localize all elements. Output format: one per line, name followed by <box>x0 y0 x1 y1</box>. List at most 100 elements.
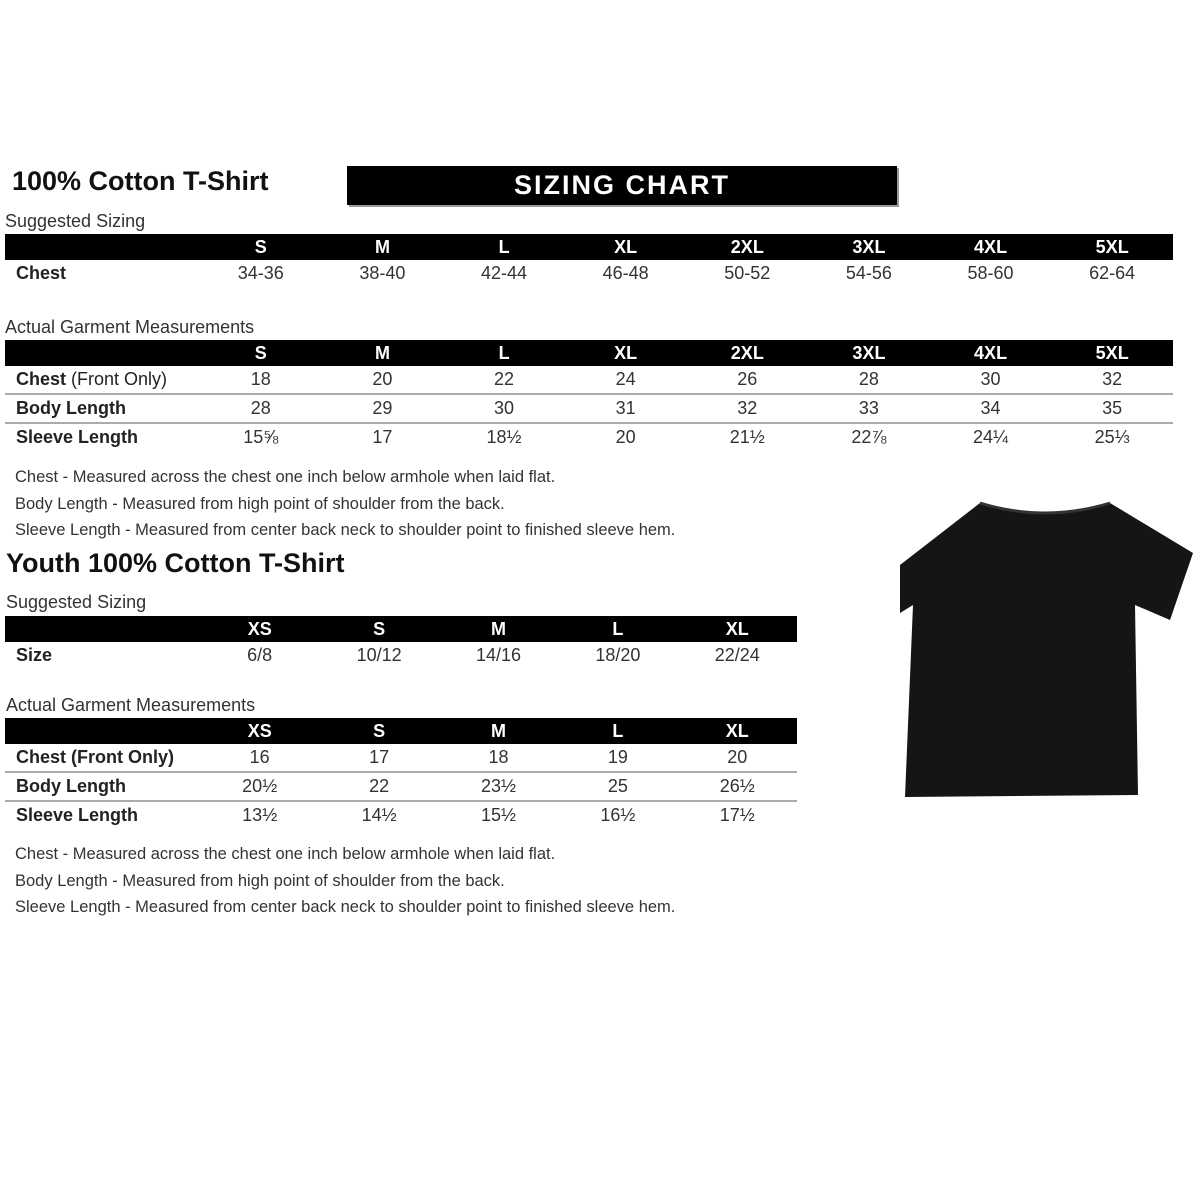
table-cell: 32 <box>1051 366 1173 395</box>
size-header-row: S M L XL 2XL 3XL 4XL 5XL <box>5 234 1173 260</box>
size-header: S <box>319 718 439 744</box>
size-header: M <box>438 616 559 642</box>
measurement-note: Body Length - Measured from high point o… <box>15 494 505 513</box>
table-row: Chest (Front Only) 18 20 22 24 26 28 30 32 <box>5 366 1173 395</box>
sizing-chart-banner: SIZING CHART <box>347 166 897 205</box>
size-header: 3XL <box>808 234 930 260</box>
table-row: Body Length 20½ 22 23½ 25 26½ <box>5 772 797 802</box>
size-header-row: S M L XL 2XL 3XL 4XL 5XL <box>5 340 1173 366</box>
size-header: S <box>319 616 439 642</box>
table-cell: 18/20 <box>595 645 641 665</box>
table-row: Chest (Front Only) 16 17 18 19 20 <box>5 744 797 773</box>
table-cell: 14½ <box>361 805 397 825</box>
table-cell: 19 <box>558 744 678 773</box>
youth-suggested-table: XS S M L XL Size 6/8 10/12 14/16 18/20 22/24 <box>5 616 797 669</box>
youth-suggested-label: Suggested Sizing <box>6 592 147 612</box>
table-row: Size 6/8 10/12 14/16 18/20 22/24 <box>5 642 797 669</box>
table-cell: 17 <box>319 744 439 773</box>
size-header: L <box>443 340 565 366</box>
table-cell: 62-64 <box>1089 263 1136 283</box>
adult-actual-table: S M L XL 2XL 3XL 4XL 5XL Chest (Front Only) 18 20 2… <box>5 340 1173 451</box>
youth-actual-table: XS S M L XL Chest (Front Only) 16 17 18 19 20 Body … <box>5 718 797 829</box>
measurement-note: Chest - Measured across the chest one in… <box>15 845 556 863</box>
table-cell: 24¼ <box>973 427 1009 447</box>
adult-actual-label: Actual Garment Measurements <box>5 317 255 337</box>
table-cell: 17½ <box>719 805 755 825</box>
table-cell: 20½ <box>200 772 320 802</box>
table-cell: 6/8 <box>247 645 273 665</box>
table-cell: 32 <box>686 394 809 424</box>
measurement-note: Sleeve Length - Measured from center bac… <box>15 521 676 539</box>
size-header: XL <box>677 718 797 744</box>
size-header: M <box>438 718 559 744</box>
size-header: 4XL <box>929 340 1052 366</box>
size-header: XL <box>564 340 687 366</box>
row-label: Chest (Front Only) <box>5 744 200 773</box>
table-cell: 34-36 <box>237 263 284 283</box>
table-cell: 13½ <box>242 805 278 825</box>
table-cell: 26 <box>686 366 809 395</box>
table-cell: 58-60 <box>967 263 1014 283</box>
table-cell: 31 <box>564 394 687 424</box>
table-cell: 30 <box>929 366 1052 395</box>
size-header: XS <box>200 718 320 744</box>
table-cell: 34 <box>929 394 1052 424</box>
table-cell: 10/12 <box>356 645 402 665</box>
table-cell: 33 <box>808 394 930 424</box>
table-cell: 23½ <box>438 772 559 802</box>
table-cell: 42-44 <box>481 263 528 283</box>
table-cell: 18½ <box>486 427 522 447</box>
size-header: 5XL <box>1051 340 1173 366</box>
table-cell: 28 <box>808 366 930 395</box>
size-header: 2XL <box>686 340 809 366</box>
table-cell: 54-56 <box>845 263 892 283</box>
table-cell: 18 <box>438 744 559 773</box>
row-label: Sleeve Length <box>16 427 139 447</box>
table-cell: 46-48 <box>602 263 649 283</box>
adult-suggested-label: Suggested Sizing <box>5 211 146 231</box>
table-cell: 22⅞ <box>851 427 887 447</box>
table-cell: 14/16 <box>475 645 521 665</box>
table-cell: 30 <box>443 394 565 424</box>
youth-actual-label: Actual Garment Measurements <box>6 695 256 715</box>
table-cell: 20 <box>677 744 797 773</box>
table-cell: 16 <box>200 744 320 773</box>
size-header: M <box>321 340 444 366</box>
adult-title: 100% Cotton T-Shirt <box>12 166 269 196</box>
row-label: Chest (Front Only) <box>5 366 200 395</box>
table-cell: 26½ <box>677 772 797 802</box>
table-row: Chest 34-36 38-40 42-44 46-48 50-52 54-56 58-60… <box>5 260 1173 287</box>
adult-suggested-table: S M L XL 2XL 3XL 4XL 5XL Chest 34-36 38-40 42-44 46-… <box>5 234 1173 287</box>
table-row: Sleeve Length 13½ 14½ 15½ 16½ 17½ <box>5 801 797 829</box>
row-label: Body Length <box>5 772 200 802</box>
table-cell: 17 <box>372 427 393 447</box>
size-header: S <box>200 234 322 260</box>
measurement-note: Chest - Measured across the chest one in… <box>15 468 556 486</box>
size-header: L <box>558 718 678 744</box>
size-header-row: XS S M L XL <box>5 616 797 642</box>
table-cell: 21½ <box>729 427 765 447</box>
measurement-note: Sleeve Length - Measured from center bac… <box>15 898 676 916</box>
row-label: Size <box>16 645 53 665</box>
row-label: Body Length <box>5 394 200 424</box>
table-cell: 25 <box>558 772 678 802</box>
table-cell: 15½ <box>480 805 516 825</box>
table-cell: 22 <box>443 366 565 395</box>
measurement-note: Body Length - Measured from high point o… <box>15 871 505 890</box>
table-cell: 20 <box>615 427 636 447</box>
table-cell: 38-40 <box>359 263 406 283</box>
table-cell: 22 <box>319 772 439 802</box>
table-cell: 50-52 <box>724 263 771 283</box>
youth-title: Youth 100% Cotton T-Shirt <box>6 548 345 578</box>
row-label: Chest <box>16 263 67 283</box>
row-label: Sleeve Length <box>16 805 139 825</box>
size-header: L <box>443 234 565 260</box>
size-header: 3XL <box>808 340 930 366</box>
table-cell: 20 <box>321 366 444 395</box>
table-cell: 15⅝ <box>243 427 279 447</box>
table-cell: 16½ <box>600 805 636 825</box>
table-cell: 25⅓ <box>1094 427 1130 447</box>
table-cell: 24 <box>564 366 687 395</box>
size-header: XS <box>200 616 320 642</box>
size-header: 4XL <box>929 234 1052 260</box>
